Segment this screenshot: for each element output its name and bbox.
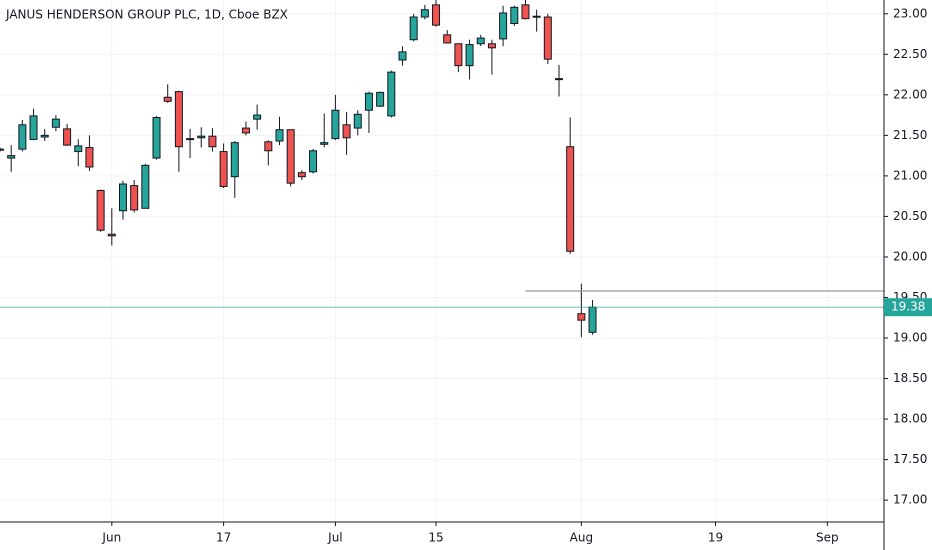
candle-body xyxy=(454,43,463,67)
candle-body xyxy=(331,109,340,140)
candle-body xyxy=(543,16,552,60)
x-tick-label: Jun xyxy=(101,531,121,545)
candle-body xyxy=(264,141,273,152)
candle-body xyxy=(197,135,206,139)
candle-body xyxy=(118,183,127,212)
x-tick-label: 15 xyxy=(428,531,443,545)
y-tick-label: 22.50 xyxy=(893,47,927,61)
candles xyxy=(0,0,884,338)
candle-body xyxy=(499,12,508,40)
candle-body xyxy=(174,91,183,148)
candle-body xyxy=(7,155,16,159)
last-price-label: 19.38 xyxy=(891,300,925,314)
candle-body xyxy=(107,233,116,237)
y-tick-label: 17.50 xyxy=(893,452,927,466)
y-tick-label: 19.00 xyxy=(893,331,927,345)
y-tick-label: 18.50 xyxy=(893,371,927,385)
x-tick-label: 19 xyxy=(708,531,723,545)
candle-body xyxy=(342,124,351,139)
x-tick-label: Aug xyxy=(570,531,593,545)
candle-body xyxy=(275,129,284,142)
candle-body xyxy=(566,146,575,252)
candle-body xyxy=(555,78,563,81)
y-tick-label: 20.50 xyxy=(893,209,927,223)
candle-body xyxy=(152,117,161,159)
candle-body xyxy=(588,306,597,333)
y-tick-label: 17.00 xyxy=(893,493,927,507)
candle-body xyxy=(141,164,150,209)
candle-body xyxy=(241,127,250,134)
candle-body xyxy=(443,34,452,44)
candle-body xyxy=(510,6,519,25)
candle-body xyxy=(432,4,441,26)
x-tick-label: 17 xyxy=(216,531,231,545)
candle-body xyxy=(186,138,195,141)
candle-body xyxy=(51,118,60,128)
candle-body xyxy=(219,151,228,187)
candle-body xyxy=(487,43,496,49)
candle-body xyxy=(253,114,262,120)
candle-body xyxy=(521,4,530,20)
candle-body xyxy=(320,142,329,145)
candle-body xyxy=(476,37,485,45)
y-tick-label: 18.00 xyxy=(893,412,927,426)
candle-body xyxy=(74,145,83,153)
candle-body xyxy=(130,185,139,211)
candle-body xyxy=(364,92,373,111)
candle-body xyxy=(577,313,586,321)
candle-body xyxy=(297,172,306,178)
x-tick-label: Jul xyxy=(327,531,342,545)
candle-body xyxy=(40,134,49,138)
y-tick-label: 21.00 xyxy=(893,168,927,182)
candle-body xyxy=(387,71,396,117)
last-price-tag xyxy=(884,298,932,317)
chart-title: JANUS HENDERSON GROUP PLC, 1D, Cboe BZX xyxy=(5,8,288,22)
candle-body xyxy=(376,91,385,107)
candle-body xyxy=(29,115,38,140)
y-tick-label: 21.50 xyxy=(893,128,927,142)
candle-body xyxy=(420,9,429,18)
candle-body xyxy=(465,44,474,67)
candle-body xyxy=(208,135,217,148)
candle-body xyxy=(63,128,72,146)
x-tick-label: Sep xyxy=(816,531,839,545)
candle-body xyxy=(309,150,318,173)
candle-body xyxy=(96,189,105,231)
candle-body xyxy=(532,15,541,18)
candle-body xyxy=(409,16,418,41)
candle-body xyxy=(85,147,94,168)
candle-body xyxy=(0,148,4,151)
candle-body xyxy=(163,96,172,102)
grid xyxy=(0,0,884,522)
candle-body xyxy=(353,113,362,129)
y-tick-label: 22.00 xyxy=(893,87,927,101)
candle-body xyxy=(286,129,295,184)
y-tick-label: 20.00 xyxy=(893,249,927,263)
candle-body xyxy=(18,124,27,150)
y-tick-label: 23.00 xyxy=(893,6,927,20)
candle-body xyxy=(398,51,407,61)
candle-body xyxy=(230,142,239,178)
